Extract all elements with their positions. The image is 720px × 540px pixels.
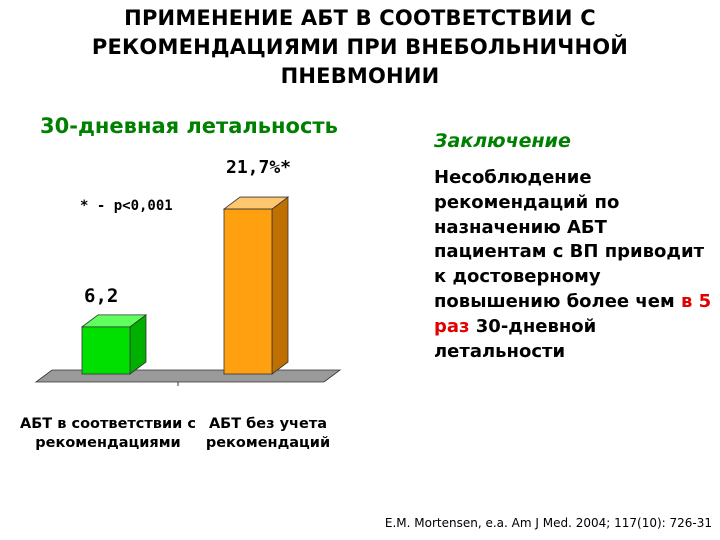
bar-side-2 — [271, 196, 289, 375]
conclusion-highlight: в 5 раз — [434, 290, 712, 337]
chart-title: 30-дневная летальность — [40, 114, 338, 138]
conclusion-text-start: Несоблюдение рекомендаций по назначению … — [434, 167, 704, 312]
slide-title: ПРИМЕНЕНИЕ АБТ В СООТВЕТСТВИИ С РЕКОМЕНД… — [91, 6, 629, 88]
data-label-bar-1: 6,2 — [84, 284, 119, 307]
bar-1 — [81, 326, 131, 375]
conclusion-heading: Заключение — [434, 130, 571, 152]
data-label-bar-2: 21,7%* — [226, 157, 292, 179]
bar-2 — [223, 208, 273, 375]
chart-floor — [34, 369, 342, 383]
conclusion-text-end: 30-дневной летальности — [434, 315, 597, 362]
category-label-guideline: АБТ в соответствии с рекомендациями — [20, 416, 196, 451]
category-label-non-guideline: АБТ без учета рекомендаций — [205, 416, 331, 451]
significance-note: * - p<0,001 — [80, 198, 173, 214]
citation: E.M. Mortensen, e.a. Am J Med. 2004; 117… — [384, 516, 712, 530]
conclusion-text: Несоблюдение рекомендаций по назначению … — [434, 166, 716, 364]
